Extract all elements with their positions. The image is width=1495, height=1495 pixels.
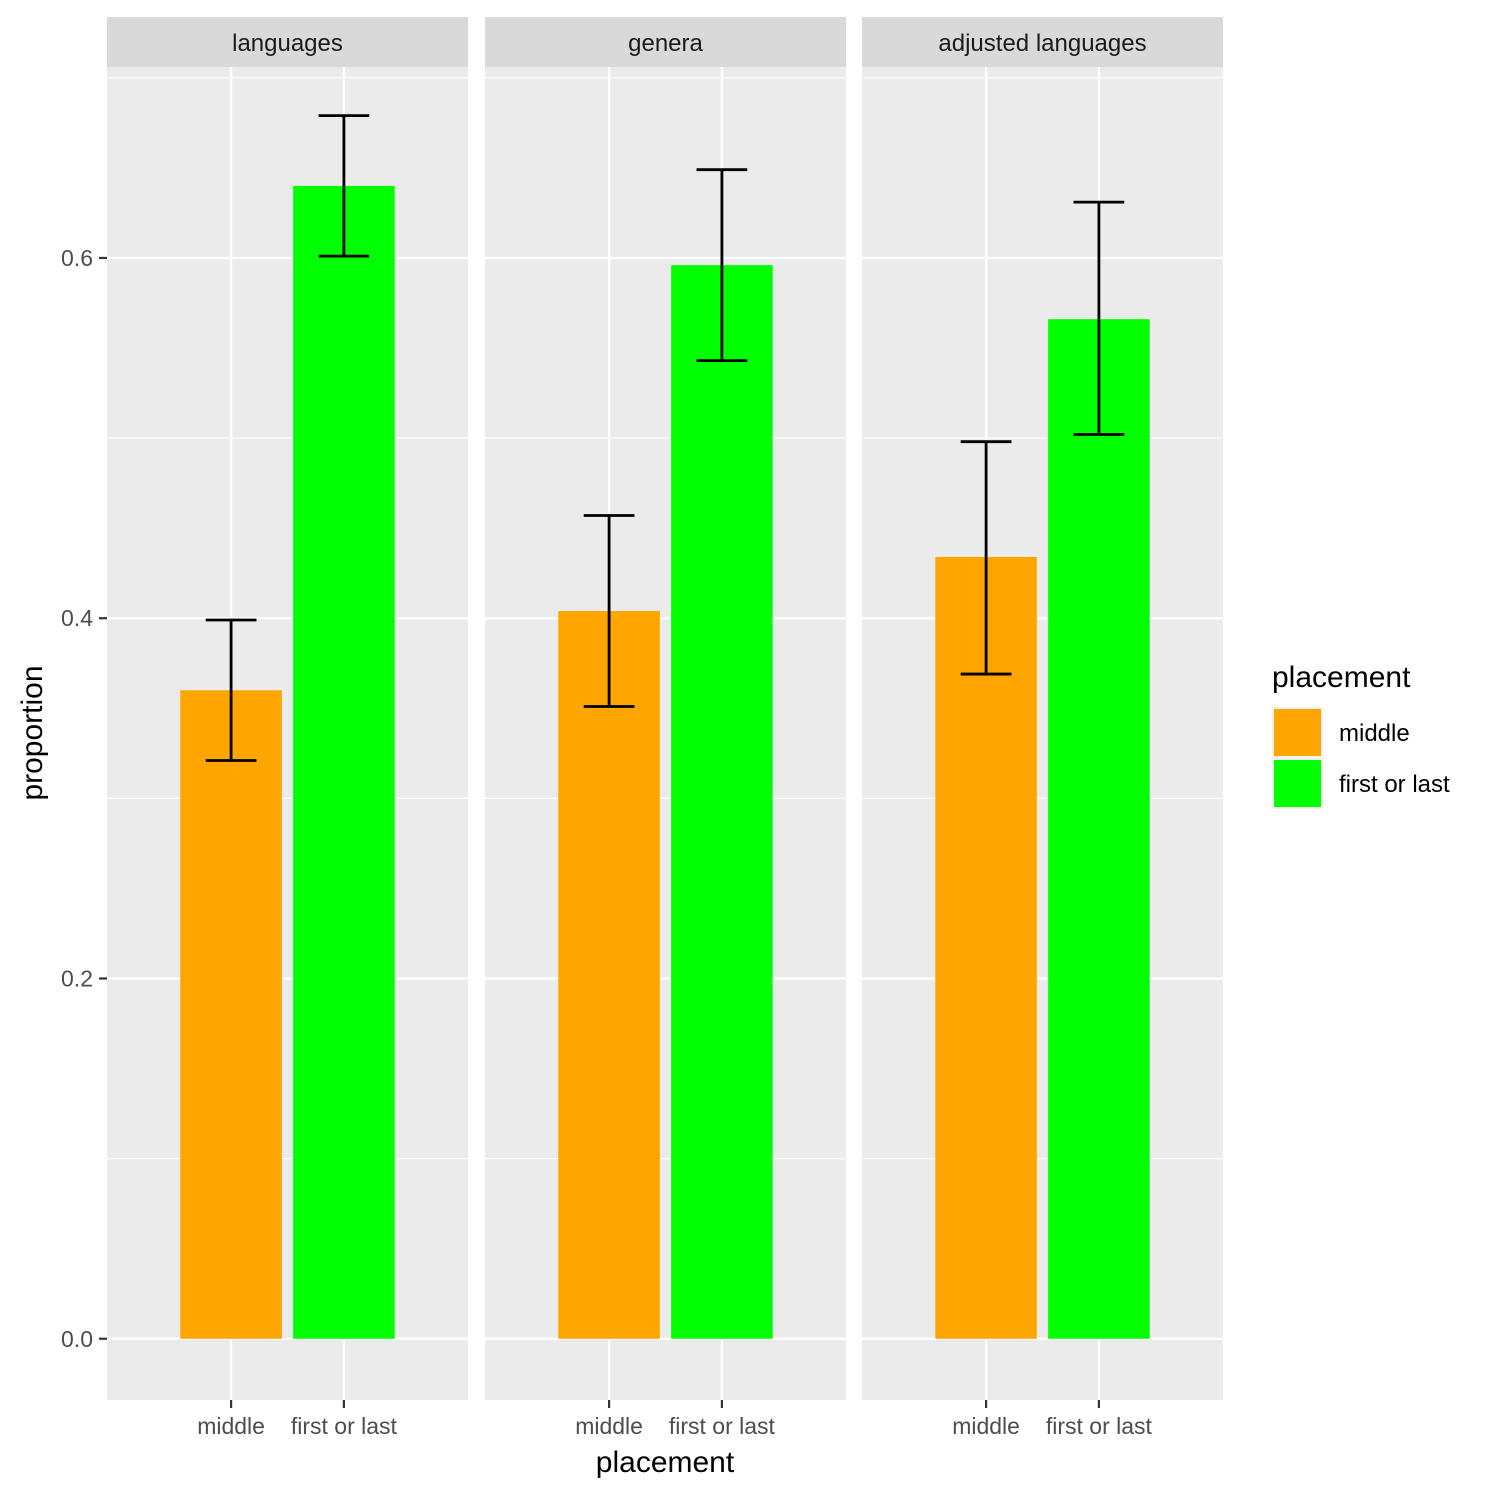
facet-strip-label: genera: [628, 30, 703, 57]
error-bar: [318, 114, 370, 258]
facet-panel-0: languages middle first or last: [107, 17, 468, 1439]
x-axis-title: placement: [596, 1446, 735, 1479]
legend-swatch-first-or-last: [1274, 760, 1321, 807]
bar-middle: [935, 556, 1037, 1339]
y-tick-label: 0.4: [61, 605, 93, 631]
facet-panel-2: adjusted languages middle first or last: [862, 17, 1223, 1439]
error-bar: [1073, 200, 1125, 436]
bar-middle: [558, 611, 660, 1339]
x-tick-label: first or last: [1046, 1413, 1153, 1439]
x-tick-label: first or last: [669, 1413, 776, 1439]
facet-strip: [107, 17, 468, 67]
legend-label: middle: [1339, 720, 1410, 747]
y-tick-label: 0.2: [61, 965, 93, 991]
bar-first-or-last: [671, 265, 773, 1339]
legend-swatch-middle: [1274, 709, 1321, 756]
facet-strip-label: languages: [232, 30, 343, 57]
panel-background: [862, 67, 1223, 1400]
facet-strip-label: adjusted languages: [938, 30, 1146, 57]
error-bar: [583, 514, 635, 708]
legend-label: first or last: [1339, 771, 1450, 798]
bar-first-or-last: [293, 185, 395, 1339]
legend-title: placement: [1272, 661, 1411, 694]
facet-strip: [862, 17, 1223, 67]
panel-background: [485, 67, 846, 1400]
panel-background: [107, 67, 468, 1400]
x-tick-label: middle: [575, 1413, 643, 1439]
y-axis-title: proportion: [16, 665, 49, 800]
facet-panels: languages middle first or last genera middle…: [107, 17, 1223, 1439]
legend: placement middle first or last: [1272, 661, 1450, 809]
bar-first-or-last: [1048, 319, 1150, 1339]
bar-middle: [180, 690, 282, 1339]
error-bar: [960, 440, 1012, 676]
x-tick-label: first or last: [291, 1413, 398, 1439]
facet-panel-1: genera middle first or last: [485, 17, 846, 1439]
error-bar: [696, 168, 748, 363]
error-bar: [205, 618, 257, 762]
y-axis: 0.0 0.2 0.4 0.6: [61, 245, 107, 1352]
y-tick-label: 0.0: [61, 1326, 93, 1352]
x-tick-label: middle: [952, 1413, 1020, 1439]
x-tick-label: middle: [197, 1413, 265, 1439]
facet-strip: [485, 17, 846, 67]
y-tick-label: 0.6: [61, 245, 93, 271]
